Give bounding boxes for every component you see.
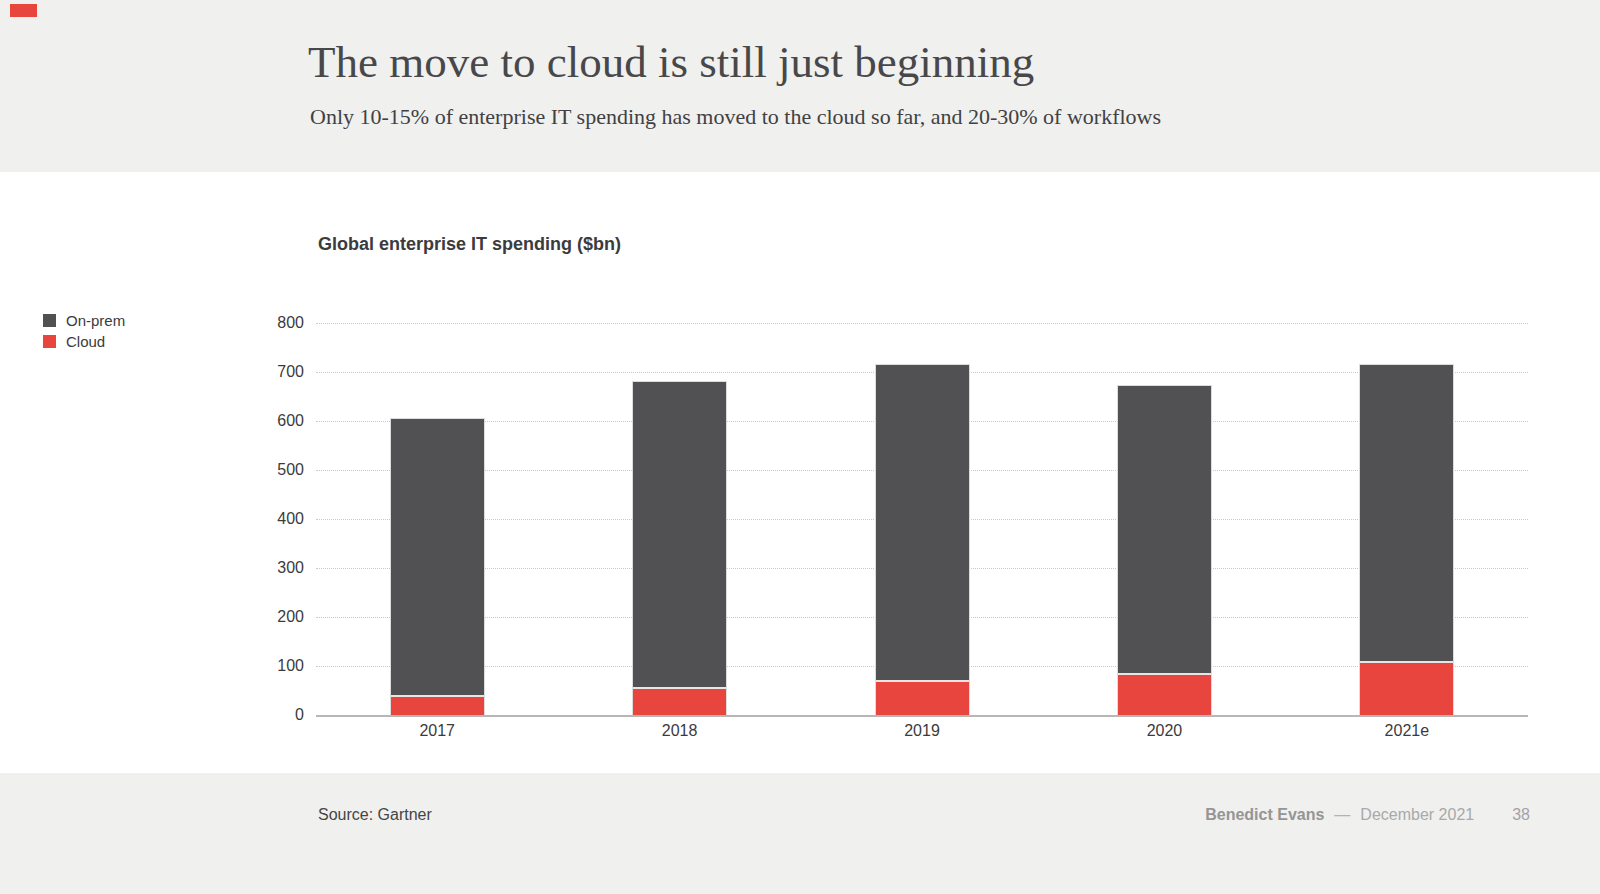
footer-date: December 2021 [1360,806,1474,824]
bar-slot-2017 [316,323,558,715]
bar-slot-2019 [801,323,1043,715]
legend-swatch-on-prem [43,314,56,327]
bar-2019 [875,364,970,715]
bar-segment-on-prem-2019 [876,365,969,680]
bar-slot-2018 [558,323,800,715]
presentation-slide: The move to cloud is still just beginnin… [0,0,1600,894]
page-number: 38 [1512,806,1530,824]
x-axis-label-2019: 2019 [801,722,1043,740]
y-axis-label-700: 700 [230,362,304,382]
y-axis-label-0: 0 [230,705,304,725]
legend-swatch-cloud [43,335,56,348]
bar-slot-2020 [1043,323,1285,715]
bar-2018 [632,381,727,715]
footer-author: Benedict Evans [1205,806,1324,824]
x-axis-label-2017: 2017 [316,722,558,740]
legend-label: On-prem [66,314,125,327]
source-note: Source: Gartner [318,806,432,824]
bar-2017 [390,418,485,715]
slide-subtitle: Only 10-15% of enterprise IT spending ha… [310,104,1161,130]
y-axis-label-200: 200 [230,607,304,627]
footer-band [0,773,1600,894]
bar-segment-cloud-2019 [876,680,969,715]
y-axis-label-500: 500 [230,460,304,480]
bar-segment-cloud-2020 [1118,673,1211,715]
x-axis-label-2018: 2018 [558,722,800,740]
bar-2020 [1117,385,1212,715]
chart-title: Global enterprise IT spending ($bn) [318,234,621,255]
y-axis-label-400: 400 [230,509,304,529]
bar-slot-2021e [1286,323,1528,715]
x-axis-label-2020: 2020 [1043,722,1285,740]
brand-accent-mark [10,4,37,17]
legend-item-cloud: Cloud [43,335,125,348]
x-axis-labels: 20172018201920202021e [316,722,1528,740]
y-axis-label-800: 800 [230,313,304,333]
legend-item-on-prem: On-prem [43,314,125,327]
bar-2021e [1359,364,1454,715]
chart-plot-area [316,323,1528,717]
bar-segment-on-prem-2017 [391,419,484,696]
chart-legend: On-prem Cloud [43,314,125,348]
bar-segment-cloud-2018 [633,687,726,715]
x-axis-label-2021e: 2021e [1286,722,1528,740]
bar-segment-cloud-2017 [391,695,484,715]
y-axis-label-100: 100 [230,656,304,676]
bar-segment-on-prem-2020 [1118,386,1211,673]
slide-title: The move to cloud is still just beginnin… [308,36,1034,88]
bar-segment-on-prem-2018 [633,382,726,687]
footer-separator: — [1334,806,1350,824]
y-axis-label-600: 600 [230,411,304,431]
legend-label: Cloud [66,335,105,348]
bar-segment-cloud-2021e [1360,661,1453,715]
footer-credit: Benedict Evans — December 2021 38 [1205,806,1530,824]
bar-segment-on-prem-2021e [1360,365,1453,661]
y-axis-label-300: 300 [230,558,304,578]
